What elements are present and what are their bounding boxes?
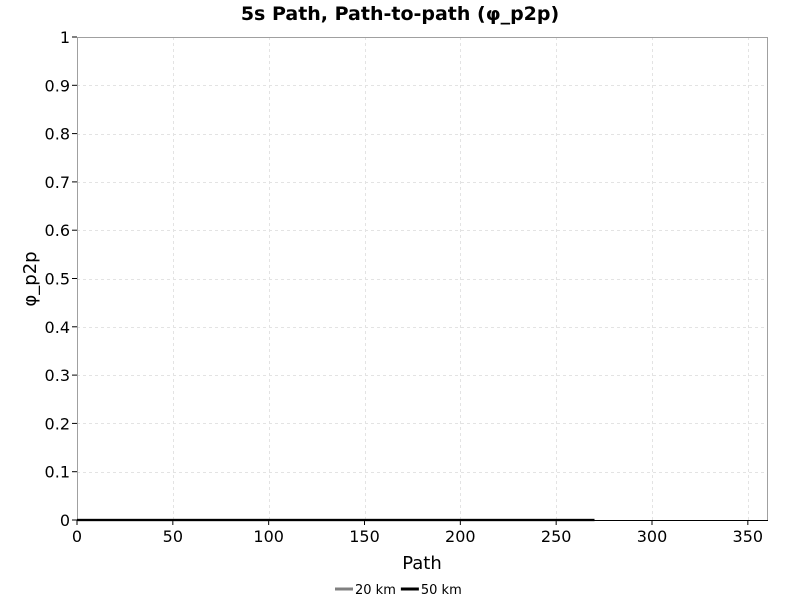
- y-tick-label: 0: [60, 511, 70, 530]
- chart-title: 5s Path, Path-to-path (φ_p2p): [241, 3, 559, 25]
- x-tick-label: 50: [163, 527, 183, 546]
- y-tick-label: 1: [60, 28, 70, 47]
- y-tick-label: 0.3: [45, 366, 70, 385]
- x-axis-ticks: 0 50 100 150 200 250 300 350: [72, 520, 763, 546]
- y-axis-ticks: 0 0.1 0.2 0.3 0.4 0.5 0.6 0.7 0.8 0.9 1: [45, 28, 77, 530]
- legend-label: 50 km: [421, 583, 462, 598]
- x-tick-label: 250: [541, 527, 572, 546]
- y-axis-label: φ_p2p: [20, 251, 41, 306]
- y-tick-label: 0.9: [45, 76, 70, 95]
- y-tick-label: 0.8: [45, 125, 70, 144]
- x-tick-label: 350: [733, 527, 764, 546]
- x-tick-label: 200: [445, 527, 476, 546]
- x-tick-label: 0: [72, 527, 82, 546]
- y-tick-label: 0.4: [45, 318, 70, 337]
- grid: [77, 37, 767, 520]
- y-tick-label: 0.6: [45, 221, 70, 240]
- y-tick-label: 0.5: [45, 270, 70, 289]
- y-tick-label: 0.1: [45, 463, 70, 482]
- x-axis-label: Path: [402, 553, 442, 574]
- y-tick-label: 0.7: [45, 173, 70, 192]
- legend-label: 20 km: [355, 583, 396, 598]
- x-tick-label: 150: [349, 527, 380, 546]
- x-tick-label: 300: [637, 527, 668, 546]
- x-tick-label: 100: [253, 527, 284, 546]
- legend: 20 km 50 km: [335, 583, 462, 598]
- y-tick-label: 0.2: [45, 414, 70, 433]
